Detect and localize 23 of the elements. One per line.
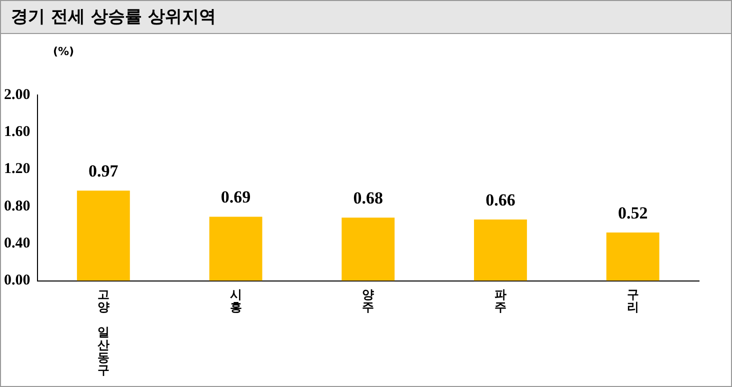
- x-tick-label: 파주: [494, 287, 506, 314]
- data-label: 0.66: [486, 190, 516, 210]
- y-tick-label: 0.80: [4, 198, 30, 214]
- data-label: 0.52: [618, 203, 648, 222]
- bar: [76, 190, 130, 281]
- y-axis-title: (%): [53, 45, 74, 58]
- x-tick-label: 양주: [362, 287, 374, 314]
- x-tick-label: 시흥: [230, 287, 242, 314]
- bar: [474, 219, 527, 281]
- data-label: 0.68: [353, 188, 383, 208]
- data-label: 0.97: [88, 162, 119, 181]
- y-tick-label: 0.40: [4, 236, 30, 252]
- y-tick-label: 2.00: [4, 86, 30, 103]
- y-tick-label: 1.60: [4, 124, 30, 140]
- bar: [209, 216, 262, 281]
- y-tick-label: 1.20: [4, 161, 30, 178]
- chart-title: 경기 전세 상승률 상위지역: [1, 1, 731, 34]
- bar: [342, 218, 395, 281]
- data-label: 0.69: [220, 188, 251, 207]
- x-tick-label: 고양 일산동구: [97, 287, 110, 378]
- x-tick-label: 구리: [626, 287, 639, 314]
- bar: [606, 232, 660, 281]
- y-tick-label: 0.00: [4, 272, 30, 289]
